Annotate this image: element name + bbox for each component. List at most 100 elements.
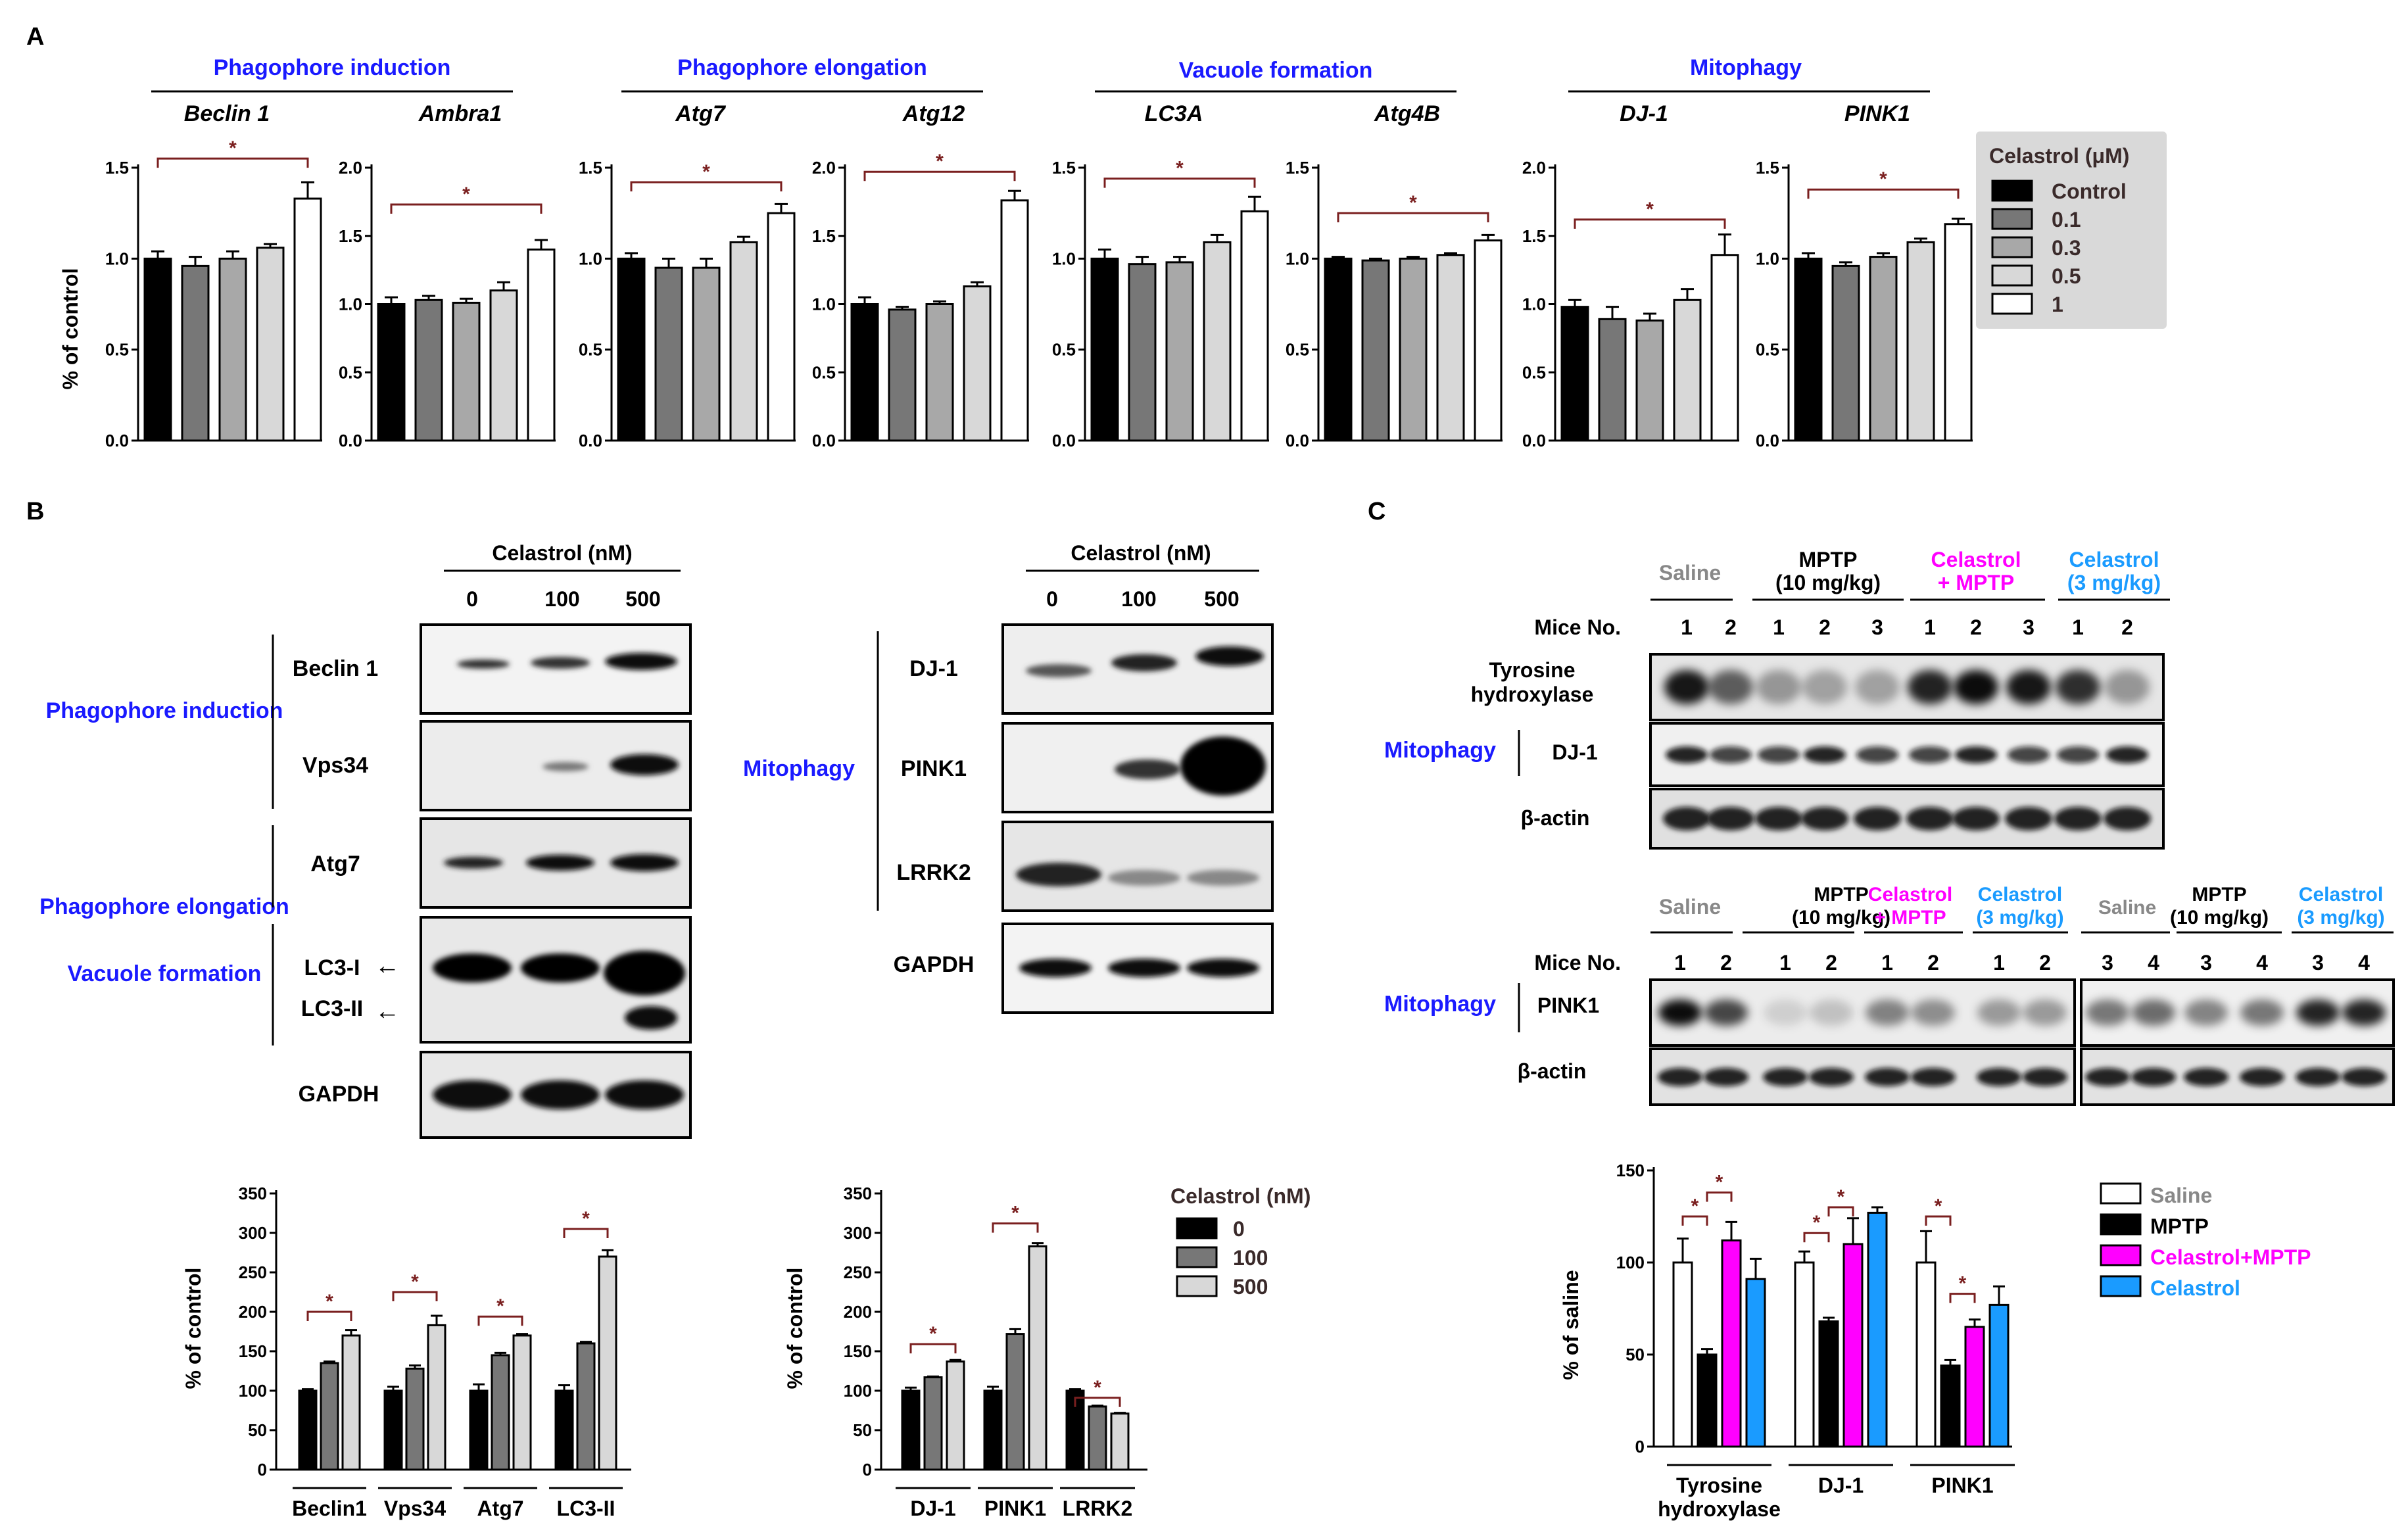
significance-star: * [1716, 1172, 1723, 1193]
blot-band [2057, 746, 2099, 763]
y-tick-label: 350 [844, 1184, 872, 1203]
mouse-number: 1 [1681, 615, 1693, 639]
x-category-label: hydroxylase [1658, 1497, 1781, 1521]
group-header-celastrol-dose: (3 mg/kg) [2067, 571, 2161, 594]
y-tick-label: 0.5 [1522, 362, 1546, 382]
significance-bracket [157, 157, 309, 168]
blot-band [1801, 807, 1848, 830]
blot-band [531, 657, 590, 669]
blot-band [2105, 670, 2150, 704]
bar [1635, 319, 1664, 442]
bar [925, 303, 954, 442]
bar [1697, 1353, 1718, 1448]
blot-band [625, 1006, 677, 1030]
mouse-number: 4 [2256, 951, 2268, 974]
blot-bands [1663, 670, 2151, 830]
blot-band [1755, 807, 1802, 830]
blot-band [1111, 654, 1177, 671]
dose-label: 0 [1046, 587, 1058, 611]
bar [1436, 254, 1465, 442]
blot-band [433, 953, 512, 982]
mice-number-row: 1 2 1 2 3 1 2 3 1 2 [1681, 615, 2133, 639]
significance-bracket [863, 170, 1016, 181]
blot-band [444, 857, 503, 869]
blot-band [2104, 807, 2151, 830]
y-tick-label: 1.0 [1052, 249, 1076, 268]
group-header-celastrol-mptp-2: + MPTP [1938, 571, 2014, 594]
significance-bracket [1074, 1397, 1121, 1407]
bar [1560, 306, 1589, 442]
chart-B_right: 0 50 100 150 200 250 300 350 DJ-1 PINK1 LRRK2 * * * [844, 1184, 1147, 1520]
row-label-tyrosine: Tyrosine [1489, 658, 1576, 682]
panel-a-group-headers: Phagophore induction Phagophore elongati… [151, 55, 1930, 93]
arrow-icon: ← [375, 952, 400, 980]
group-header-celastrol: Celastrol [1978, 884, 2062, 905]
blot-band [521, 953, 600, 982]
bar [414, 299, 443, 442]
chart-A_DJ1: DJ-1 0.0 0.5 1.0 1.5 2.0 * [1522, 101, 1739, 450]
panel-label-b: B [26, 498, 44, 525]
blot-band [2006, 670, 2051, 704]
legend-swatch-mptp [2100, 1213, 2142, 1236]
chart-title: LC3A [1145, 101, 1203, 126]
protein-label: GAPDH [299, 1082, 379, 1107]
bar [143, 257, 172, 442]
significance-star: * [496, 1295, 504, 1317]
significance-star: * [1879, 168, 1887, 190]
y-tick-label: 1.5 [1756, 158, 1779, 178]
significance-star: * [1646, 199, 1654, 220]
bar [1794, 257, 1823, 442]
row-label-dj1: DJ-1 [1552, 740, 1597, 764]
blot-band [1810, 999, 1853, 1026]
chart-A_Beclin1: Beclin 1 0.0 0.5 1.0 1.5 * [105, 101, 322, 450]
blot-band [1195, 646, 1264, 666]
blot-band [1856, 746, 1898, 763]
significance-bracket [1103, 178, 1256, 188]
group-header-mptp-2: MPTP [2192, 884, 2246, 905]
bar [1000, 199, 1029, 442]
bar [1110, 1412, 1130, 1471]
bar [901, 1389, 921, 1471]
legend-label: 500 [1233, 1275, 1268, 1299]
panel-b-legend: Celastrol (nM) 0 100 500 [1170, 1184, 1311, 1299]
bar [1005, 1333, 1025, 1471]
legend-swatch-0 [1176, 1217, 1218, 1239]
legend-label: 0.1 [2052, 208, 2081, 231]
chart-B_left: 0 50 100 150 200 250 300 350 Beclin1 Vps34 Atg7 LC3… [239, 1184, 631, 1520]
row-label-hydroxylase: hydroxylase [1471, 683, 1594, 706]
bar [1090, 257, 1119, 442]
panel-a-legend: Celastrol (μM) Control 0.1 0.3 0.5 1 [1976, 132, 2167, 329]
chart-A_Atg12: Atg12 0.0 0.5 1.0 1.5 2.0 * [812, 101, 1029, 450]
group-header-mptp: MPTP [1799, 548, 1858, 571]
blot-band [2023, 1068, 2067, 1086]
blot-band [2184, 999, 2228, 1026]
blot-header: Celastrol (nM) [1071, 541, 1211, 565]
x-category-label: Tyrosine [1676, 1474, 1762, 1497]
panel-b-right-y-axis-label: % of control [783, 1268, 807, 1389]
x-category-label: Vps34 [384, 1497, 446, 1520]
blot-band [1704, 999, 1748, 1026]
mouse-number: 2 [1825, 951, 1837, 974]
protein-label: Atg7 [310, 852, 360, 877]
bar [946, 1360, 965, 1471]
group-title-phagophore-elongation: Phagophore elongation [677, 55, 927, 80]
chart-A_Ambra1: Ambra1 0.0 0.5 1.0 1.5 2.0 * [339, 101, 556, 450]
bar [1906, 241, 1935, 442]
blot-band [1016, 863, 1101, 886]
category-mitophagy: Mitophagy [743, 756, 855, 781]
y-tick-label: 1.0 [812, 295, 836, 314]
significance-star: * [1176, 158, 1184, 180]
significance-bracket [1681, 1215, 1708, 1226]
significance-bracket [1925, 1215, 1952, 1226]
category-mitophagy: Mitophagy [1384, 738, 1496, 763]
bar [1721, 1239, 1742, 1448]
y-tick-label: 0 [258, 1460, 267, 1479]
mouse-number: 1 [2072, 615, 2084, 639]
protein-label: Vps34 [302, 753, 368, 778]
y-tick-label: 0.0 [1052, 431, 1076, 450]
mouse-number: 3 [1871, 615, 1883, 639]
row-label-pink1: PINK1 [1537, 994, 1599, 1017]
y-tick-label: 300 [844, 1223, 872, 1243]
